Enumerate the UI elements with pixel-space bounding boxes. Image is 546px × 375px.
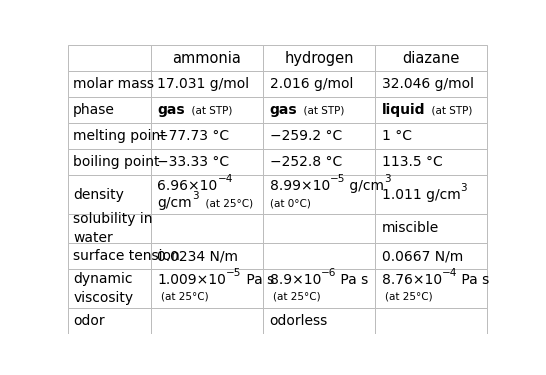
Text: (at STP): (at STP) [425, 105, 473, 115]
Bar [263, 45, 375, 71]
Text: molar mass: molar mass [73, 77, 154, 91]
Bar [263, 176, 375, 214]
Text: gas: gas [157, 103, 185, 117]
Bar [68, 149, 151, 176]
Text: melting point: melting point [73, 129, 166, 143]
Text: −252.8 °C: −252.8 °C [270, 155, 342, 169]
Text: 8.76×10: 8.76×10 [382, 273, 442, 287]
Text: 8.99×10: 8.99×10 [270, 179, 330, 193]
Text: 113.5 °C: 113.5 °C [382, 155, 442, 169]
Bar [68, 123, 151, 149]
Bar [151, 71, 263, 97]
Bar [375, 243, 487, 269]
Text: 2.016 g/mol: 2.016 g/mol [270, 77, 353, 91]
Text: boiling point: boiling point [73, 155, 159, 169]
Bar [375, 308, 487, 334]
Text: odor: odor [73, 314, 105, 328]
Bar [263, 243, 375, 269]
Text: odorless: odorless [270, 314, 328, 328]
Bar [375, 176, 487, 214]
Bar [151, 176, 263, 214]
Text: 32.046 g/mol: 32.046 g/mol [382, 77, 474, 91]
Bar [68, 97, 151, 123]
Text: ammonia: ammonia [173, 51, 241, 66]
Text: phase: phase [73, 103, 115, 117]
Text: −77.73 °C: −77.73 °C [157, 129, 230, 143]
Bar [375, 149, 487, 176]
Bar [263, 123, 375, 149]
Bar [263, 269, 375, 308]
Bar [151, 97, 263, 123]
Text: Pa s: Pa s [457, 273, 490, 287]
Text: 0.0234 N/m: 0.0234 N/m [157, 249, 239, 263]
Text: (at STP): (at STP) [297, 105, 345, 115]
Text: −33.33 °C: −33.33 °C [157, 155, 230, 169]
Text: −5: −5 [330, 174, 345, 184]
Text: (at STP): (at STP) [185, 105, 233, 115]
Text: 1 °C: 1 °C [382, 129, 412, 143]
Text: surface tension: surface tension [73, 249, 180, 263]
Bar [151, 269, 263, 308]
Bar [263, 97, 375, 123]
Text: Pa s: Pa s [242, 273, 274, 287]
Bar [375, 71, 487, 97]
Text: 1.011 g/cm: 1.011 g/cm [382, 188, 460, 201]
Bar [263, 149, 375, 176]
Bar [263, 71, 375, 97]
Bar [263, 308, 375, 334]
Bar [68, 45, 151, 71]
Text: dynamic
viscosity: dynamic viscosity [73, 272, 133, 304]
Text: diazane: diazane [402, 51, 460, 66]
Text: 0.0667 N/m: 0.0667 N/m [382, 249, 463, 263]
Bar [375, 269, 487, 308]
Text: g/cm: g/cm [157, 196, 192, 210]
Bar [151, 308, 263, 334]
Bar [375, 123, 487, 149]
Bar [263, 214, 375, 243]
Text: (at 25°C): (at 25°C) [199, 198, 253, 208]
Text: 1.009×10: 1.009×10 [157, 273, 227, 287]
Bar [151, 214, 263, 243]
Text: 3: 3 [460, 183, 467, 193]
Text: g/cm: g/cm [345, 179, 384, 193]
Bar [375, 97, 487, 123]
Bar [68, 308, 151, 334]
Text: density: density [73, 188, 124, 201]
Text: gas: gas [270, 103, 297, 117]
Text: miscible: miscible [382, 222, 439, 236]
Text: 3: 3 [192, 191, 199, 201]
Bar [151, 243, 263, 269]
Text: 6.96×10: 6.96×10 [157, 179, 218, 193]
Text: Pa s: Pa s [336, 273, 369, 287]
Text: 3: 3 [384, 174, 391, 184]
Bar [68, 176, 151, 214]
Text: (at 25°C): (at 25°C) [273, 292, 321, 302]
Text: hydrogen: hydrogen [284, 51, 354, 66]
Text: solubility in
water: solubility in water [73, 212, 153, 244]
Text: (at 0°C): (at 0°C) [270, 198, 311, 208]
Text: −259.2 °C: −259.2 °C [270, 129, 342, 143]
Bar [151, 149, 263, 176]
Bar [375, 45, 487, 71]
Text: (at 25°C): (at 25°C) [385, 292, 433, 302]
Bar [151, 45, 263, 71]
Text: 17.031 g/mol: 17.031 g/mol [157, 77, 250, 91]
Bar [68, 71, 151, 97]
Bar [68, 269, 151, 308]
Text: −6: −6 [321, 268, 336, 278]
Bar [68, 243, 151, 269]
Text: (at 25°C): (at 25°C) [161, 292, 209, 302]
Bar [375, 214, 487, 243]
Text: −4: −4 [218, 174, 233, 184]
Bar [151, 123, 263, 149]
Text: −5: −5 [227, 268, 242, 278]
Bar [68, 214, 151, 243]
Text: −4: −4 [442, 268, 457, 278]
Text: 8.9×10: 8.9×10 [270, 273, 321, 287]
Text: liquid: liquid [382, 103, 425, 117]
